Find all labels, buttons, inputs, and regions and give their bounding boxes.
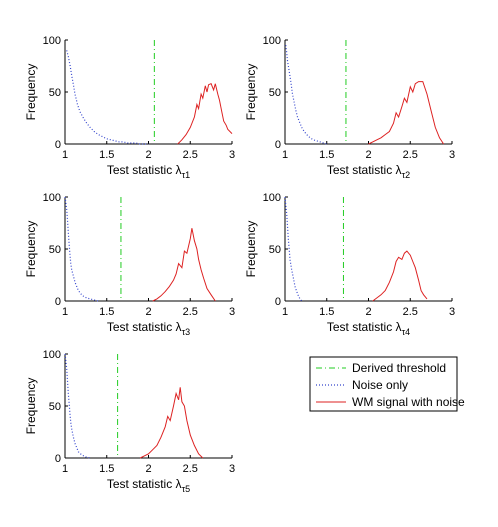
- y-axis-label: Frequency: [244, 64, 258, 121]
- subplot-3: 1 1.5 2 2.5 3 0 50 100 Test statistic λτ3 Frequen…: [24, 192, 235, 337]
- legend: Derived threshold Noise only WM signal w…: [309, 356, 465, 412]
- x-axis-label-text: Test statistic λ: [107, 477, 182, 491]
- x-axis-label-subscript: τ4: [402, 327, 411, 337]
- y-tick-label: 0: [275, 296, 281, 308]
- y-tick-label: 100: [43, 349, 61, 361]
- x-tick-label: 2.5: [183, 306, 198, 318]
- y-axis-label: Frequency: [244, 221, 258, 278]
- x-axis-label-text: Test statistic λ: [327, 320, 402, 334]
- wm-signal-series: [152, 228, 216, 302]
- x-tick-label: 2: [365, 149, 371, 161]
- x-axis-label: Test statistic λτ2: [327, 163, 410, 180]
- x-tick-label: 2.5: [183, 149, 198, 161]
- x-tick-label: 2: [365, 306, 371, 318]
- subplot-5: 1 1.5 2 2.5 3 0 50 100 Test statistic λτ5 Frequen…: [24, 349, 235, 494]
- x-axis-label: Test statistic λτ4: [327, 320, 410, 337]
- x-axis-label: Test statistic λτ3: [107, 320, 190, 337]
- x-tick-label: 3: [229, 463, 235, 475]
- x-axis-label-subscript: τ5: [182, 484, 191, 494]
- subplot-1: 1 1.5 2 2.5 3 0 50 100 Test statistic λτ1 Frequen…: [24, 35, 235, 180]
- y-axis-label: Frequency: [24, 64, 38, 121]
- x-tick-label: 1: [62, 463, 68, 475]
- x-axis-label-subscript: τ2: [402, 170, 411, 180]
- x-axis-label-subscript: τ3: [182, 327, 191, 337]
- legend-noise-label: Noise only: [352, 378, 408, 392]
- x-axis-label-text: Test statistic λ: [107, 163, 182, 177]
- y-tick-label: 0: [55, 453, 61, 465]
- y-tick-label: 0: [275, 139, 281, 151]
- y-tick-label: 50: [49, 87, 61, 99]
- x-tick-label: 1.5: [99, 149, 114, 161]
- x-tick-label: 1: [62, 306, 68, 318]
- y-tick-label: 50: [49, 401, 61, 413]
- x-axis-label-text: Test statistic λ: [327, 163, 402, 177]
- x-axis-label-text: Test statistic λ: [107, 320, 182, 334]
- y-tick-label: 50: [49, 244, 61, 256]
- noise-only-series: [284, 196, 303, 302]
- legend-threshold-label: Derived threshold: [352, 361, 446, 375]
- x-axis-label: Test statistic λτ5: [107, 477, 190, 494]
- legend-wm-label: WM signal with noise: [352, 395, 465, 409]
- wm-signal-series: [177, 83, 233, 145]
- x-tick-label: 2.5: [403, 306, 418, 318]
- wm-signal-series: [368, 81, 445, 145]
- y-tick-label: 50: [269, 87, 281, 99]
- x-tick-label: 3: [449, 149, 455, 161]
- x-tick-label: 2: [145, 149, 151, 161]
- wm-signal-series: [372, 250, 428, 302]
- x-tick-label: 1: [282, 149, 288, 161]
- y-tick-label: 50: [269, 244, 281, 256]
- y-tick-label: 100: [43, 35, 61, 47]
- x-axis-label-subscript: τ1: [182, 170, 191, 180]
- x-tick-label: 1.5: [319, 306, 334, 318]
- x-tick-label: 2: [145, 306, 151, 318]
- x-tick-label: 1.5: [99, 463, 114, 475]
- x-tick-label: 1: [282, 306, 288, 318]
- y-tick-label: 0: [55, 139, 61, 151]
- y-tick-label: 100: [43, 192, 61, 204]
- x-tick-label: 1.5: [319, 149, 334, 161]
- x-tick-label: 1.5: [99, 306, 114, 318]
- noise-only-series: [285, 45, 327, 145]
- y-tick-label: 0: [55, 296, 61, 308]
- x-tick-label: 3: [229, 149, 235, 161]
- y-tick-label: 100: [263, 35, 281, 47]
- y-axis-label: Frequency: [24, 378, 38, 435]
- subplot-4: 1 1.5 2 2.5 3 0 50 100 Test statistic λτ4 Frequen…: [244, 192, 455, 337]
- x-tick-label: 3: [449, 306, 455, 318]
- noise-only-series: [64, 196, 99, 302]
- x-tick-label: 1: [62, 149, 68, 161]
- x-tick-label: 2.5: [403, 149, 418, 161]
- wm-signal-series: [139, 387, 204, 459]
- y-tick-label: 100: [263, 192, 281, 204]
- x-tick-label: 3: [229, 306, 235, 318]
- x-axis-label: Test statistic λτ1: [107, 163, 190, 180]
- noise-only-series: [66, 50, 149, 145]
- noise-only-series: [64, 353, 91, 459]
- x-tick-label: 2.5: [183, 463, 198, 475]
- x-tick-label: 2: [145, 463, 151, 475]
- y-axis-label: Frequency: [24, 221, 38, 278]
- subplot-2: 1 1.5 2 2.5 3 0 50 100 Test statistic λτ2 Frequen…: [244, 35, 455, 180]
